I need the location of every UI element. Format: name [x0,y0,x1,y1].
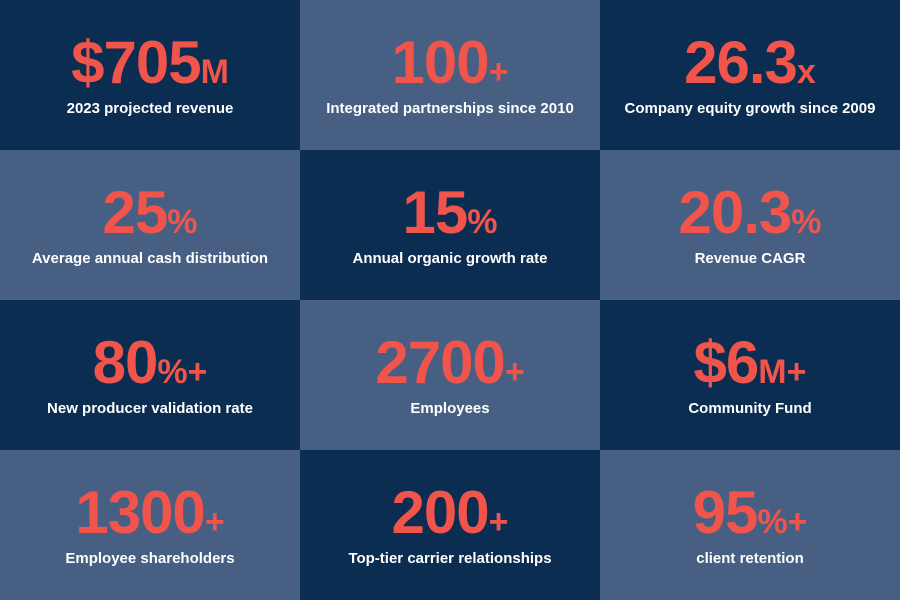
stat-value: 1300+ [75,482,225,548]
stat-value: 25% [103,182,198,248]
stat-suffix: + [204,502,225,541]
stat-number: 1300 [75,478,205,546]
stat-number: 26.3 [684,28,798,96]
stat-tile-client-retention: 95%+ client retention [600,450,900,600]
stat-number: $6 [693,328,760,396]
stat-number: 25 [102,178,169,246]
stat-label: client retention [696,549,804,567]
stat-number: 100 [391,28,490,96]
stat-number: $705 [71,28,201,96]
stat-number: 2700 [375,328,505,396]
stat-suffix: %+ [757,502,808,541]
stat-suffix: + [488,502,509,541]
stat-tile-revenue-cagr: 20.3% Revenue CAGR [600,150,900,300]
stat-tile-projected-revenue: $705M 2023 projected revenue [0,0,300,150]
stat-label: Community Fund [688,399,812,417]
stat-label: Employee shareholders [65,549,235,567]
stat-value: 2700+ [375,332,525,398]
stat-suffix: + [488,52,509,91]
stat-label: Average annual cash distribution [31,249,269,267]
stat-label: Top-tier carrier relationships [348,549,552,567]
stat-suffix: M [200,52,229,91]
stat-suffix: x [796,52,816,91]
stat-tile-employees: 2700+ Employees [300,300,600,450]
stat-suffix: % [791,202,822,241]
stat-tile-organic-growth: 15% Annual organic growth rate [300,150,600,300]
stat-value: $6M+ [694,332,807,398]
stat-label: New producer validation rate [47,399,253,417]
stat-tile-community-fund: $6M+ Community Fund [600,300,900,450]
stat-value: 26.3x [684,32,816,98]
stat-suffix: M+ [758,352,807,391]
stat-suffix: %+ [157,352,208,391]
stat-label: Company equity growth since 2009 [624,99,876,117]
stat-suffix: + [504,352,525,391]
stat-label: Annual organic growth rate [352,249,548,267]
stat-number: 200 [391,478,490,546]
stat-tile-cash-distribution: 25% Average annual cash distribution [0,150,300,300]
stat-value: $705M [71,32,229,98]
stat-suffix: % [467,202,498,241]
stat-value: 100+ [392,32,509,98]
stat-tile-producer-validation: 80%+ New producer validation rate [0,300,300,450]
stat-tile-carrier-relationships: 200+ Top-tier carrier relationships [300,450,600,600]
stat-number: 95 [692,478,759,546]
stat-value: 200+ [392,482,509,548]
stat-number: 15 [402,178,469,246]
stat-value: 20.3% [678,182,822,248]
stat-label: Employees [410,399,490,417]
stat-value: 95%+ [693,482,808,548]
stat-label: Integrated partnerships since 2010 [326,99,574,117]
stat-tile-integrated-partnerships: 100+ Integrated partnerships since 2010 [300,0,600,150]
stat-tile-equity-growth: 26.3x Company equity growth since 2009 [600,0,900,150]
stat-number: 80 [92,328,159,396]
stat-value: 80%+ [93,332,208,398]
stat-label: 2023 projected revenue [66,99,234,117]
stat-label: Revenue CAGR [694,249,806,267]
stat-value: 15% [403,182,498,248]
stat-number: 20.3 [678,178,792,246]
stat-suffix: % [167,202,198,241]
stat-tile-employee-shareholders: 1300+ Employee shareholders [0,450,300,600]
